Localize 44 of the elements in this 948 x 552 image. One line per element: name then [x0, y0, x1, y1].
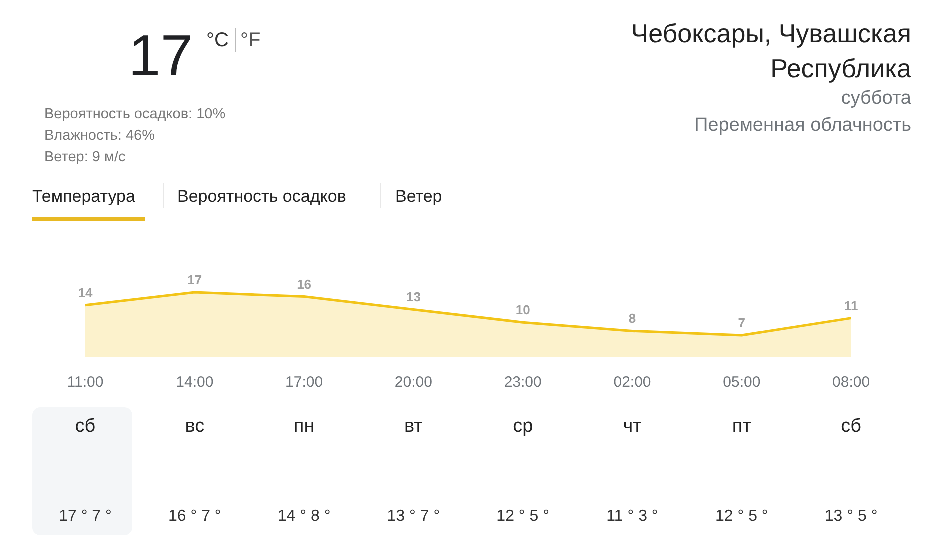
- data-label: 11: [844, 298, 858, 314]
- text: 17: [128, 24, 194, 88]
- text: ср: [513, 416, 534, 437]
- text: сб: [841, 416, 862, 437]
- text: Ветер: [396, 187, 442, 206]
- text: Влажность: 46%: [44, 128, 156, 144]
- data-label: 13: [406, 290, 421, 305]
- x-tick-label: 05:00: [723, 374, 761, 391]
- data-label: 10: [516, 302, 530, 318]
- text: вс: [185, 416, 205, 437]
- text: °F: [240, 30, 261, 52]
- data-label: 7: [738, 316, 746, 330]
- text: суббота: [841, 88, 912, 109]
- text: 12 ° 5 °: [715, 508, 768, 525]
- text: 13 ° 7 °: [387, 508, 440, 525]
- x-tick-label: 20:00: [394, 374, 432, 391]
- text: °C: [206, 30, 229, 52]
- text: 12 ° 5 °: [496, 508, 550, 525]
- text: вт: [404, 416, 424, 437]
- x-tick-label: 08:00: [832, 374, 870, 391]
- text: Температура: [32, 187, 136, 206]
- text: пт: [732, 416, 752, 437]
- text: пн: [294, 416, 315, 437]
- text: 16 ° 7 °: [168, 508, 222, 525]
- text: 11 ° 3 °: [606, 508, 658, 525]
- x-tick-label: 17:00: [286, 374, 324, 391]
- chart-subtitle: Переменная облачность: [694, 115, 912, 136]
- x-tick-label: 11:00: [67, 374, 104, 391]
- data-label: 16: [297, 276, 312, 292]
- data-label: 8: [628, 311, 636, 326]
- text: Ветер: 9 м/с: [44, 150, 126, 166]
- text: чт: [623, 416, 642, 437]
- text: 14 ° 8 °: [278, 508, 331, 525]
- x-tick-label: 02:00: [614, 374, 652, 391]
- data-label: 17: [188, 272, 202, 288]
- x-tick-label: 23:00: [504, 374, 542, 391]
- x-tick-label: 14:00: [176, 374, 214, 391]
- data-label: 14: [78, 285, 94, 300]
- text: 17 ° 7 °: [59, 508, 112, 525]
- text: 13 ° 5 °: [824, 508, 878, 525]
- text: Вероятность осадков: 10%: [44, 106, 226, 122]
- text: сб: [75, 416, 96, 437]
- chart-title: Чебоксары, Чувашская Республика: [631, 18, 912, 84]
- text: Вероятность осадков: [178, 187, 346, 206]
